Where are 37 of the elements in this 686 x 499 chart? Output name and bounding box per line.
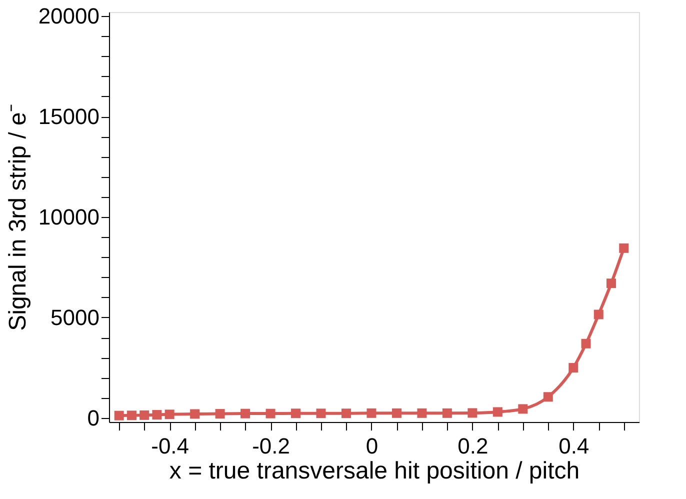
point <box>240 408 250 418</box>
point <box>152 410 162 420</box>
x-tick-label: 0.4 <box>558 434 590 458</box>
point <box>341 408 351 418</box>
y-tick-label: 0 <box>87 405 100 430</box>
point <box>114 410 124 420</box>
point <box>392 408 402 418</box>
point <box>164 410 174 420</box>
point <box>126 410 136 420</box>
point <box>492 407 502 417</box>
y-tick-label: 5000 <box>50 304 100 330</box>
point <box>543 392 553 402</box>
point <box>442 408 452 418</box>
point <box>291 408 301 418</box>
point <box>468 408 478 418</box>
y-tick-label: 15000 <box>38 104 100 130</box>
point <box>366 408 376 418</box>
point <box>215 409 225 419</box>
x-tick-label: -0.2 <box>252 434 290 458</box>
point <box>518 404 528 414</box>
x-tick-label: 0.2 <box>458 434 488 458</box>
point <box>581 338 591 348</box>
point <box>266 408 276 418</box>
point <box>316 408 326 418</box>
point <box>417 408 427 418</box>
point <box>619 243 629 253</box>
x-tick-label: 0 <box>366 434 378 458</box>
y-tick-label: 20000 <box>38 4 100 29</box>
point <box>140 410 150 420</box>
point <box>190 409 200 419</box>
point <box>606 278 616 288</box>
x-axis-title: x = true transversale hit position / pitch <box>169 458 580 484</box>
point <box>568 362 578 372</box>
y-tick-label: 10000 <box>38 204 100 230</box>
point <box>594 310 604 320</box>
x-tick-label: -0.4 <box>151 434 190 458</box>
y-axis-title: Signal in 3rd strip / e⁻ <box>4 104 32 331</box>
